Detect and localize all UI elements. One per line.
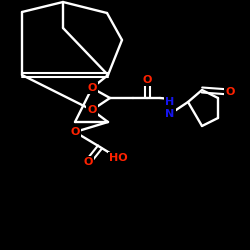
Text: O: O <box>83 157 93 167</box>
Text: O: O <box>142 75 152 85</box>
Text: O: O <box>225 87 235 97</box>
Text: O: O <box>87 105 97 115</box>
Text: H: H <box>166 97 174 107</box>
Text: O: O <box>87 83 97 93</box>
Text: O: O <box>70 127 80 137</box>
Text: HO: HO <box>109 153 127 163</box>
Text: N: N <box>166 109 174 119</box>
